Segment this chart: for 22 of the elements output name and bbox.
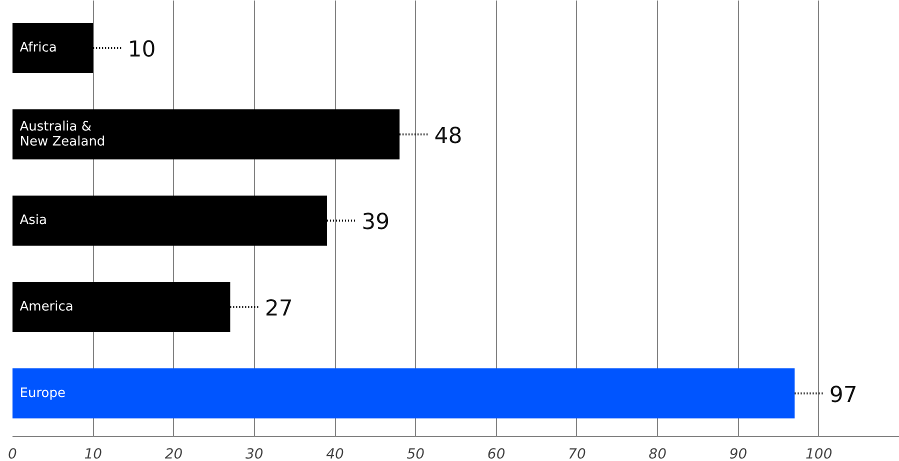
x-tick-label: 80: [648, 446, 667, 461]
y-tick-label: Europe: [20, 386, 66, 401]
x-tick-label: 70: [568, 446, 586, 461]
y-tick-label: Africa: [20, 40, 57, 56]
data-label: 39: [362, 210, 390, 236]
y-tick-label: Asia: [20, 213, 48, 228]
data-label: 27: [264, 296, 293, 322]
data-label: 48: [434, 124, 462, 149]
bar: [12, 368, 795, 418]
x-tick-label: 0: [8, 446, 18, 461]
x-tick-label: 40: [326, 446, 344, 461]
x-tick-label: 10: [84, 446, 102, 461]
x-tick-label: 30: [246, 446, 264, 461]
y-tick-label: Australia & New Zealand: [20, 119, 106, 150]
data-label: 97: [829, 382, 858, 408]
data-label: 10: [128, 37, 156, 62]
x-tick-label: 90: [729, 446, 748, 461]
x-tick-label: 60: [487, 446, 506, 461]
x-tick-label: 100: [806, 446, 832, 461]
x-tick-label: 20: [164, 446, 183, 461]
y-tick-label: America: [20, 299, 74, 314]
x-tick-label: 50: [406, 446, 425, 461]
